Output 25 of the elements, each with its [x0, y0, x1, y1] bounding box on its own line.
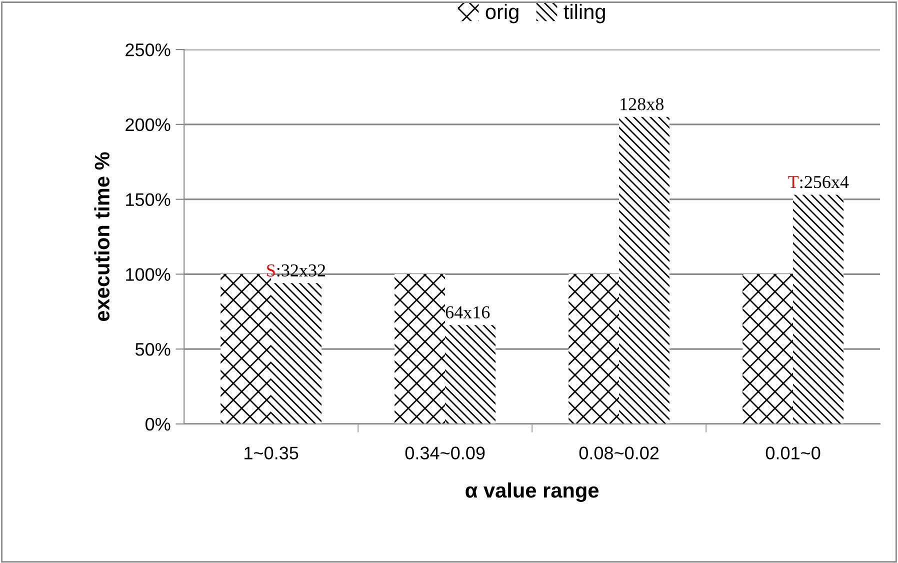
y-tick-label: 50% [135, 342, 170, 356]
annotation: 64x16 [446, 306, 490, 318]
x-tick-label: 0.34~0.09 [405, 446, 485, 460]
bar [793, 194, 844, 424]
bar [742, 274, 794, 424]
legend-label: orig [486, 4, 518, 24]
bar [619, 116, 670, 424]
x-tick-label: 0.01~0 [766, 446, 820, 460]
bar [568, 274, 620, 424]
x-tick-label: 1~0.35 [244, 446, 298, 460]
bar [445, 325, 496, 424]
legend-label: tiling [564, 4, 605, 24]
annotation: S:32x32 [267, 264, 326, 277]
annotation: T:256x4 [788, 176, 849, 188]
annotation: 128x8 [620, 98, 664, 110]
x-axis-title: α value range [466, 482, 599, 502]
y-tick-label: 200% [126, 118, 170, 132]
y-axis-title: execution time % [94, 152, 110, 322]
y-tick-label: 100% [126, 268, 170, 281]
y-tick-label: 250% [126, 43, 170, 56]
bar [271, 283, 322, 424]
y-tick-label: 0% [146, 418, 170, 431]
bar [394, 274, 446, 424]
y-tick-label: 150% [126, 193, 170, 206]
x-tick-label: 0.08~0.02 [579, 446, 659, 460]
